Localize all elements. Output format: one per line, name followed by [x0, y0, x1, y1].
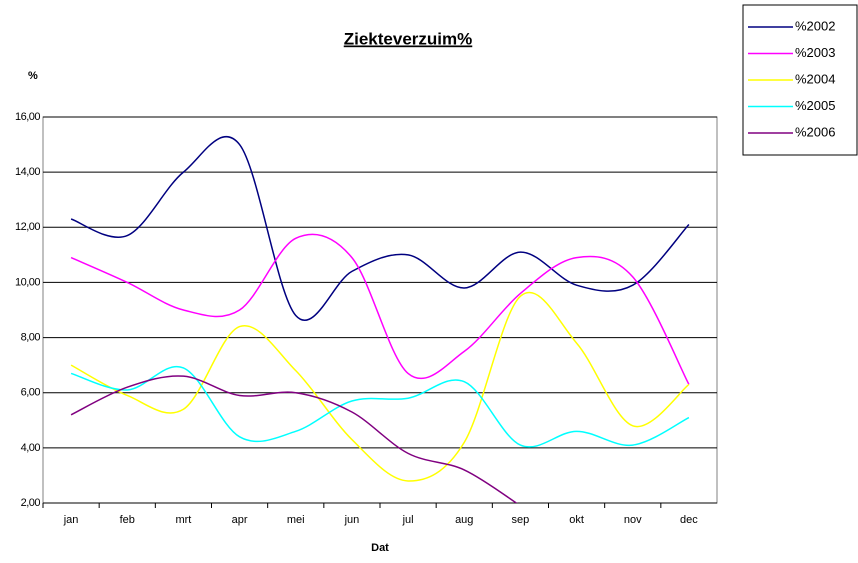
- y-tick-label: 4,00: [21, 442, 41, 454]
- legend-label: %2002: [795, 18, 835, 33]
- legend-label: %2006: [795, 124, 835, 139]
- y-tick-label: 10,00: [15, 276, 40, 288]
- y-tick-label: 2,00: [21, 497, 41, 509]
- plot-area: [42, 116, 718, 504]
- series-line: [70, 136, 690, 321]
- chart-title: Ziekteverzuim%: [344, 29, 473, 48]
- series-line: [70, 291, 690, 482]
- x-tick-label: jun: [344, 514, 360, 526]
- y-tick-label: 14,00: [15, 166, 40, 178]
- legend-label: %2004: [795, 71, 835, 86]
- y-axis-label: %: [28, 70, 38, 82]
- x-tick-label: sep: [512, 514, 530, 526]
- x-tick-label: apr: [232, 514, 248, 526]
- x-tick-label: jul: [402, 514, 414, 526]
- x-tick-label: aug: [455, 514, 473, 526]
- legend-label: %2003: [795, 45, 835, 60]
- legend-label: %2005: [795, 98, 835, 113]
- y-tick-label: 6,00: [21, 387, 41, 399]
- x-tick-label: mrt: [175, 514, 191, 526]
- x-tick-label: nov: [624, 514, 642, 526]
- y-tick-label: 12,00: [15, 221, 40, 233]
- series-line: [70, 233, 690, 385]
- series-line: [70, 365, 690, 448]
- x-tick-label: mei: [287, 514, 305, 526]
- x-tick-label: jan: [63, 514, 79, 526]
- x-tick-label: feb: [120, 514, 135, 526]
- x-tick-label: dec: [680, 514, 698, 526]
- x-tick-label: okt: [569, 514, 584, 526]
- y-tick-label: 8,00: [21, 331, 41, 343]
- series-line: [70, 375, 518, 503]
- x-axis-label: Dat: [371, 542, 389, 554]
- y-tick-label: 16,00: [15, 111, 40, 123]
